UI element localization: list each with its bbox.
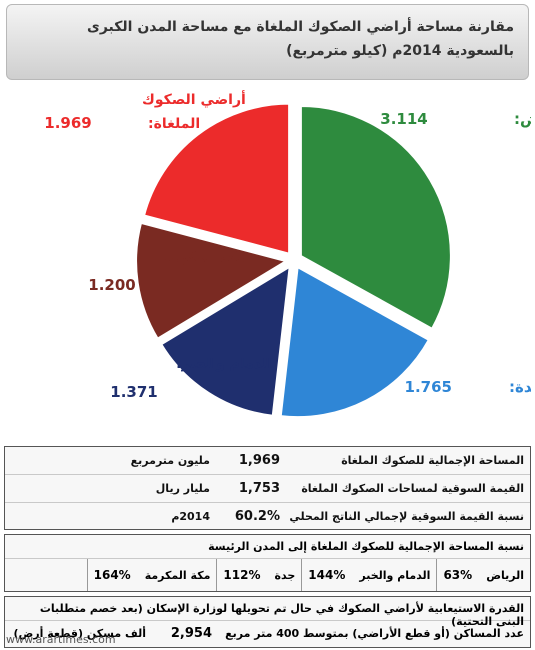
pie-slice-dammam	[159, 264, 291, 417]
label-riyadh-value: 3.114	[380, 110, 427, 128]
pie-slice-makkah	[135, 221, 289, 341]
row-unit: مليار ريال	[155, 482, 210, 495]
row-label: المساحة الإجمالية للصكوك الملغاة	[341, 454, 524, 467]
row-unit: 2014م	[171, 510, 210, 523]
capacity-label: عدد المساكن (أو قطع الأراضي) بمتوسط 400 …	[225, 627, 524, 640]
label-dammam-name: الدمام والخبر:	[176, 356, 272, 372]
label-dammam-value: 1.371	[110, 383, 157, 401]
capacity-heading: القدرة الاستيعابية لأراضي الصكوك في حال …	[5, 597, 530, 628]
row-number: 60.2%	[234, 509, 280, 524]
pie-chart: الرياض: 3.114 جدة: 1.765 الدمام والخبر: …	[44, 90, 535, 419]
watermark: www.arartimes.com	[6, 633, 116, 646]
chart-title: مقارنة مساحة أراضي الصكوك الملغاة مع مسا…	[87, 19, 514, 59]
city-riyadh: الرياض 63%	[436, 559, 530, 591]
title-bar: مقارنة مساحة أراضي الصكوك الملغاة مع مسا…	[6, 4, 529, 80]
label-cancelled-value: 1.969	[44, 114, 91, 132]
pie-slice-riyadh	[299, 104, 452, 331]
city-jeddah: جدة 112%	[216, 559, 301, 591]
city-pct: 164%	[93, 568, 131, 582]
pie-slice-jeddah	[279, 265, 431, 419]
label-riyadh-name: الرياض:	[514, 110, 531, 128]
capacity-table: القدرة الاستيعابية لأراضي الصكوك في حال …	[4, 596, 531, 648]
row-number: 1,969	[238, 453, 280, 468]
row-number: 1,753	[238, 481, 280, 496]
summary-row-gdp: نسبة القيمة السوقية لإجمالي الناتج المحل…	[5, 503, 530, 531]
pie-slice-cancelled	[142, 102, 291, 255]
city-pct: 112%	[223, 568, 261, 582]
city-name: الرياض	[486, 568, 524, 582]
label-jeddah-name: جدة:	[509, 378, 531, 396]
capacity-row: عدد المساكن (أو قطع الأراضي) بمتوسط 400 …	[5, 621, 530, 647]
capacity-number: 2,954	[170, 626, 212, 641]
city-makkah: مكة المكرمة 164%	[86, 559, 217, 591]
ratio-heading: نسبة المساحة الإجمالية للصكوك الملغاة إل…	[5, 535, 530, 559]
city-name: الدمام والخبر	[359, 568, 431, 582]
row-unit: مليون مترمربع	[130, 454, 210, 467]
chart-area: الرياض: 3.114 جدة: 1.765 الدمام والخبر: …	[4, 84, 535, 444]
summary-row-area: المساحة الإجمالية للصكوك الملغاة 1,969 م…	[5, 447, 530, 475]
ratio-cities: الرياض 63% الدمام والخبر 144% جدة 112% م…	[5, 559, 530, 591]
label-makkah-name: مكة المكرمة:	[156, 250, 245, 266]
summary-table: المساحة الإجمالية للصكوك الملغاة 1,969 م…	[4, 446, 531, 530]
row-label: القيمة السوقية لمساحات الصكوك الملغاة	[301, 482, 524, 495]
city-dammam: الدمام والخبر 144%	[301, 559, 436, 591]
city-name: مكة المكرمة	[144, 568, 211, 582]
city-name: جدة	[274, 568, 296, 582]
row-label: نسبة القيمة السوقية لإجمالي الناتج المحل…	[289, 510, 524, 523]
city-pct: 144%	[308, 568, 346, 582]
label-cancelled-name2: الملغاة:	[148, 116, 200, 132]
label-makkah-value: 1.200	[88, 276, 135, 294]
label-jeddah-value: 1.765	[405, 378, 452, 396]
city-pct: 63%	[443, 568, 473, 582]
capacity-unit: ألف مسكن (قطعة أرض)	[13, 627, 146, 640]
summary-row-value: القيمة السوقية لمساحات الصكوك الملغاة 1,…	[5, 475, 530, 503]
ratio-table: نسبة المساحة الإجمالية للصكوك الملغاة إل…	[4, 534, 531, 592]
label-cancelled-name1: أراضي الصكوك	[142, 90, 246, 108]
